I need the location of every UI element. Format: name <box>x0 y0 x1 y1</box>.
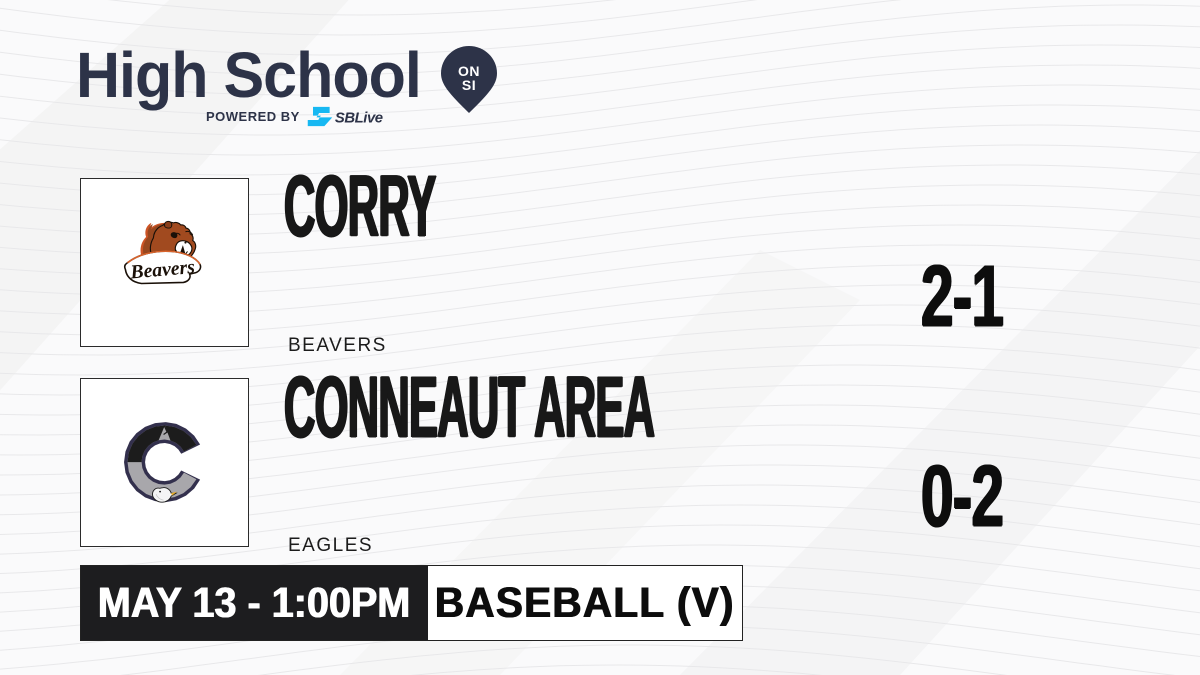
svg-text:SI: SI <box>462 77 476 93</box>
svg-text:SBLive: SBLive <box>335 111 383 127</box>
